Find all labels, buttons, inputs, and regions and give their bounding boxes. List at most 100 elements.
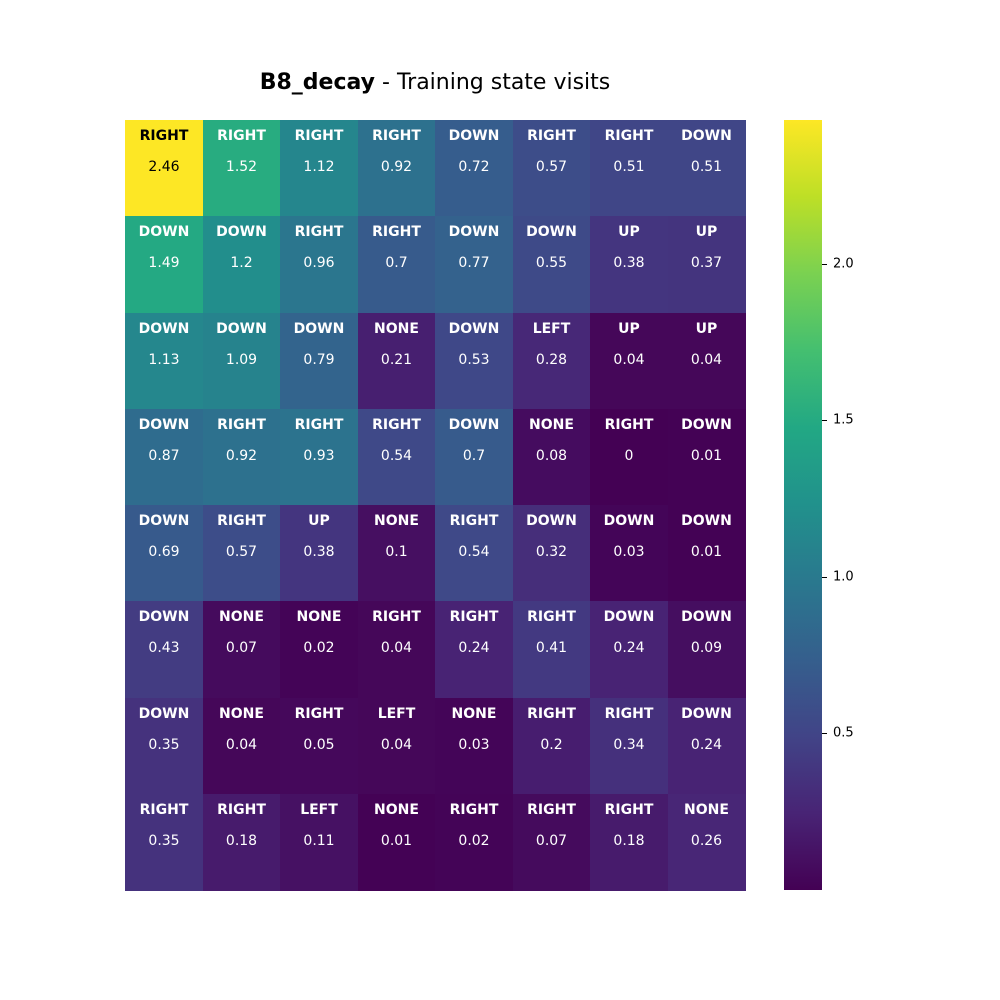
cell-action-label: DOWN [681,513,732,529]
heatmap-cell: RIGHT 0 [590,408,668,506]
heatmap-cell: DOWN 0.43 [125,601,203,698]
heatmap-cell: NONE 0.21 [357,312,436,410]
cell-value-label: 0.43 [148,640,180,657]
cell-action-label: DOWN [138,609,190,626]
cell-action-label: RIGHT [372,128,421,144]
cell-action-label: NONE [529,416,574,433]
heatmap-cell: LEFT 0.11 [280,793,358,891]
heatmap-cell: NONE 0.26 [667,793,746,891]
heatmap-cell: RIGHT 1.52 [202,120,281,217]
heatmap-cell: RIGHT 0.02 [435,793,513,891]
cell-value-label: 0.18 [225,832,258,849]
heatmap-cell: DOWN 0.35 [125,697,203,795]
cell-action-label: DOWN [448,128,500,144]
cell-value-label: 0.18 [613,832,645,849]
cell-action-label: UP [618,320,640,337]
heatmap-cell: RIGHT 0.96 [280,216,358,313]
cell-action-label: DOWN [681,128,732,144]
cell-value-label: 0.04 [225,736,258,753]
cell-value-label: 0.55 [535,255,568,272]
cell-action-label: RIGHT [217,128,266,144]
cell-action-label: RIGHT [604,416,654,433]
heatmap-cell: NONE 0.03 [435,697,513,795]
cell-action-label: DOWN [138,416,190,433]
heatmap-cell: DOWN 1.09 [202,312,281,410]
cell-action-label: DOWN [603,513,655,529]
cell-value-label: 1.13 [148,351,180,368]
heatmap-cell: RIGHT 0.41 [512,601,591,698]
heatmap-cell: DOWN 0.53 [435,312,513,410]
heatmap-cell: NONE 0.02 [280,601,358,698]
cell-value-label: 0.53 [458,351,490,368]
cell-value-label: 0.57 [225,544,258,560]
cell-action-label: RIGHT [372,416,421,433]
cell-value-label: 0.03 [458,736,490,753]
heatmap-cell: DOWN 1.2 [202,216,281,313]
cell-value-label: 0.02 [458,832,490,849]
cell-action-label: NONE [374,320,419,337]
heatmap-cell: DOWN 1.49 [125,216,203,313]
chart-title: B8_decay - Training state visits [125,70,745,95]
heatmap-cell: RIGHT 0.54 [435,505,513,602]
cell-value-label: 0.34 [613,736,645,753]
cell-value-label: 0.09 [690,640,723,657]
cell-value-label: 0.57 [535,159,568,175]
cell-value-label: 0.54 [380,447,413,464]
cell-action-label: NONE [219,705,264,722]
cell-value-label: 0.07 [535,832,568,849]
cell-value-label: 1.49 [148,255,180,272]
cell-action-label: DOWN [681,416,732,433]
cell-action-label: RIGHT [217,801,266,818]
cell-action-label: UP [308,513,330,529]
heatmap-cell: DOWN 0.01 [667,505,746,602]
colorbar-tick-mark [822,576,827,578]
cell-value-label: 0.96 [303,255,335,272]
cell-value-label: 0.38 [303,544,335,560]
cell-value-label: 0.92 [225,447,258,464]
cell-action-label: LEFT [532,320,571,337]
cell-value-label: 0.11 [303,832,335,849]
heatmap-cell: DOWN 0.24 [590,601,668,698]
colorbar-tick-label: 1.5 [833,412,854,428]
cell-action-label: DOWN [138,224,190,241]
cell-action-label: DOWN [681,609,732,626]
cell-value-label: 0.24 [613,640,645,657]
heatmap-cell: RIGHT 0.35 [125,793,203,891]
cell-value-label: 0.04 [380,736,413,753]
heatmap-cell: RIGHT 0.24 [435,601,513,698]
cell-action-label: NONE [296,609,342,626]
cell-action-label: RIGHT [294,128,344,144]
cell-value-label: 0.7 [385,255,408,272]
cell-action-label: RIGHT [139,801,189,818]
heatmap-cell: DOWN 0.09 [667,601,746,698]
heatmap-cell: UP 0.37 [667,216,746,313]
cell-action-label: DOWN [293,320,345,337]
cell-value-label: 0.51 [613,159,645,175]
cell-value-label: 0.04 [613,351,645,368]
cell-value-label: 0.07 [225,640,258,657]
cell-value-label: 0.7 [462,447,486,464]
cell-action-label: RIGHT [217,513,266,529]
cell-action-label: RIGHT [604,801,654,818]
cell-action-label: DOWN [526,513,577,529]
heatmap-cell: LEFT 0.28 [512,312,591,410]
heatmap-cell: RIGHT 1.12 [280,120,358,217]
cell-value-label: 1.52 [225,159,258,175]
heatmap-cell: RIGHT 0.18 [590,793,668,891]
heatmap-cell: DOWN 1.13 [125,312,203,410]
colorbar-tick-mark [822,263,827,265]
cell-value-label: 2.46 [148,159,180,175]
cell-value-label: 0.04 [380,640,413,657]
cell-value-label: 0.08 [535,447,568,464]
colorbar-gradient [784,120,822,890]
cell-value-label: 0.24 [458,640,490,657]
cell-action-label: DOWN [448,224,500,241]
cell-action-label: NONE [684,801,729,818]
cell-value-label: 0.01 [690,544,723,560]
colorbar [784,120,822,890]
cell-action-label: DOWN [448,320,500,337]
cell-action-label: RIGHT [449,513,499,529]
heatmap-cell: RIGHT 0.92 [357,120,436,217]
cell-action-label: DOWN [448,416,500,433]
heatmap-grid: RIGHT 2.46 RIGHT 1.52 RIGHT 1.12 RIGHT 0.92 DOWN… [125,120,746,891]
